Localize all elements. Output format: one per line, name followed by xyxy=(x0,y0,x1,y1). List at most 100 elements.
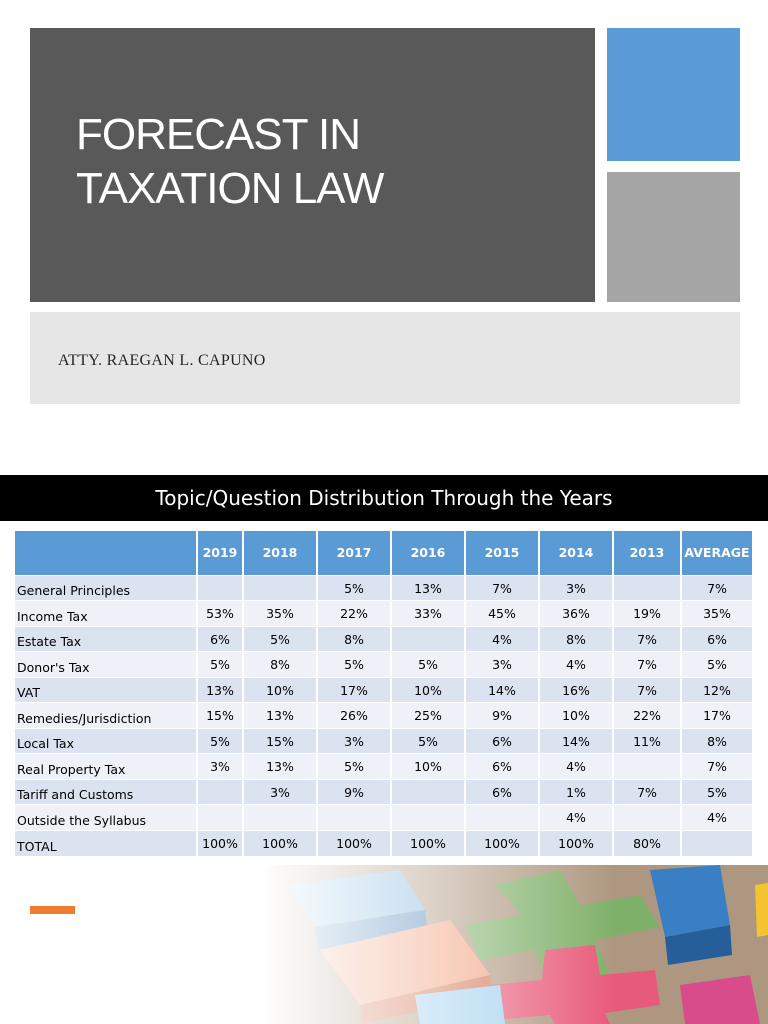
percent-cell: 7% xyxy=(680,753,752,779)
percent-cell: 5% xyxy=(316,753,391,779)
percent-cell: 4% xyxy=(680,804,752,830)
topic-label: Tariff and Customs xyxy=(15,778,197,805)
table-row: Donor's Tax 5% 8% 5% 5% 3% 4% 7% 5% xyxy=(15,651,752,677)
percent-cell: 13% xyxy=(390,574,465,601)
percent-cell: 6% xyxy=(196,625,243,652)
topic-label: Outside the Syllabus xyxy=(15,804,197,830)
percent-cell: 100% xyxy=(196,829,243,856)
percent-cell: 100% xyxy=(316,829,391,856)
header-cell-2019: 2019 xyxy=(196,531,243,575)
topic-label: Income Tax xyxy=(15,600,197,626)
percent-cell: 3% xyxy=(242,778,317,805)
distribution-table: 2019 2018 2017 2016 2015 2014 2013 AVERAGE Gene… xyxy=(15,531,752,856)
percent-cell: 7% xyxy=(680,574,752,601)
percent-cell: 14% xyxy=(538,727,613,754)
percent-cell xyxy=(390,625,465,652)
topic-label: Donor's Tax xyxy=(15,651,197,677)
percent-cell xyxy=(612,804,681,830)
percent-cell xyxy=(242,574,317,601)
percent-cell: 6% xyxy=(464,753,539,779)
topic-label: Estate Tax xyxy=(15,625,197,652)
percent-cell: 7% xyxy=(612,676,681,703)
percent-cell: 19% xyxy=(612,600,681,626)
percent-cell: 53% xyxy=(196,600,243,626)
table-row: Local Tax 5% 15% 3% 5% 6% 14% 11% 8% xyxy=(15,727,752,754)
percent-cell: 14% xyxy=(464,676,539,703)
title-panel: FORECAST IN TAXATION LAW xyxy=(30,28,595,302)
percent-cell: 8% xyxy=(538,625,613,652)
percent-cell: 8% xyxy=(242,651,317,677)
percent-cell: 100% xyxy=(242,829,317,856)
percent-cell: 80% xyxy=(612,829,681,856)
table-row: General Principles 5% 13% 7% 3% 7% xyxy=(15,574,752,601)
table-row: Income Tax 53% 35% 22% 33% 45% 36% 19% 35% xyxy=(15,600,752,626)
percent-cell: 7% xyxy=(612,778,681,805)
percent-cell: 5% xyxy=(316,651,391,677)
percent-cell: 25% xyxy=(390,702,465,728)
percent-cell: 6% xyxy=(464,727,539,754)
percent-cell: 26% xyxy=(316,702,391,728)
percent-cell: 7% xyxy=(464,574,539,601)
percent-cell: 100% xyxy=(538,829,613,856)
subtitle-panel: ATTY. RAEGAN L. CAPUNO xyxy=(30,312,740,404)
table-row: Real Property Tax 3% 13% 5% 10% 6% 4% 7% xyxy=(15,753,752,779)
header-cell-average: AVERAGE xyxy=(680,531,752,575)
percent-cell xyxy=(390,804,465,830)
percent-cell xyxy=(464,804,539,830)
percent-cell: 8% xyxy=(316,625,391,652)
percent-cell xyxy=(612,574,681,601)
percent-cell xyxy=(680,829,752,856)
percent-cell: 5% xyxy=(390,727,465,754)
percent-cell: 5% xyxy=(390,651,465,677)
topic-label: TOTAL xyxy=(15,829,197,856)
percent-cell: 33% xyxy=(390,600,465,626)
gray-accent-square xyxy=(607,172,740,302)
topic-label: General Principles xyxy=(15,574,197,601)
percent-cell xyxy=(390,778,465,805)
topic-label: VAT xyxy=(15,676,197,703)
percent-cell: 9% xyxy=(464,702,539,728)
orange-accent-dash xyxy=(30,906,75,914)
percent-cell: 5% xyxy=(680,651,752,677)
percent-cell: 35% xyxy=(242,600,317,626)
header-cell-2016: 2016 xyxy=(390,531,465,575)
table-row: Outside the Syllabus 4% 4% xyxy=(15,804,752,830)
percent-cell: 11% xyxy=(612,727,681,754)
percent-cell: 22% xyxy=(316,600,391,626)
slide-title: FORECAST IN TAXATION LAW xyxy=(76,110,384,213)
table-row: Estate Tax 6% 5% 8% 4% 8% 7% 6% xyxy=(15,625,752,652)
table-row: TOTAL 100% 100% 100% 100% 100% 100% 80% xyxy=(15,829,752,856)
percent-cell: 100% xyxy=(390,829,465,856)
percent-cell: 4% xyxy=(464,625,539,652)
blue-accent-square xyxy=(607,28,740,161)
percent-cell: 12% xyxy=(680,676,752,703)
percent-cell: 6% xyxy=(680,625,752,652)
percent-cell: 9% xyxy=(316,778,391,805)
header-cell-2014: 2014 xyxy=(538,531,613,575)
percent-cell: 3% xyxy=(538,574,613,601)
slide-banner-title: Topic/Question Distribution Through the … xyxy=(0,475,768,521)
percent-cell xyxy=(612,753,681,779)
percent-cell: 17% xyxy=(316,676,391,703)
header-cell-2015: 2015 xyxy=(464,531,539,575)
percent-cell: 8% xyxy=(680,727,752,754)
header-cell-topic xyxy=(15,531,197,575)
table-row: Tariff and Customs 3% 9% 6% 1% 7% 5% xyxy=(15,778,752,805)
distribution-slide: Topic/Question Distribution Through the … xyxy=(0,475,768,1024)
percent-cell: 15% xyxy=(196,702,243,728)
percent-cell: 5% xyxy=(680,778,752,805)
percent-cell: 10% xyxy=(390,676,465,703)
table-row: Remedies/Jurisdiction 15% 13% 26% 25% 9% 10% 22… xyxy=(15,702,752,728)
percent-cell: 36% xyxy=(538,600,613,626)
percent-cell: 5% xyxy=(242,625,317,652)
percent-cell: 13% xyxy=(196,676,243,703)
percent-cell: 10% xyxy=(242,676,317,703)
percent-cell: 100% xyxy=(464,829,539,856)
percent-cell: 6% xyxy=(464,778,539,805)
percent-cell: 15% xyxy=(242,727,317,754)
percent-cell xyxy=(242,804,317,830)
percent-cell: 22% xyxy=(612,702,681,728)
percent-cell: 7% xyxy=(612,651,681,677)
topic-label: Real Property Tax xyxy=(15,753,197,779)
author-name: ATTY. RAEGAN L. CAPUNO xyxy=(58,352,266,369)
